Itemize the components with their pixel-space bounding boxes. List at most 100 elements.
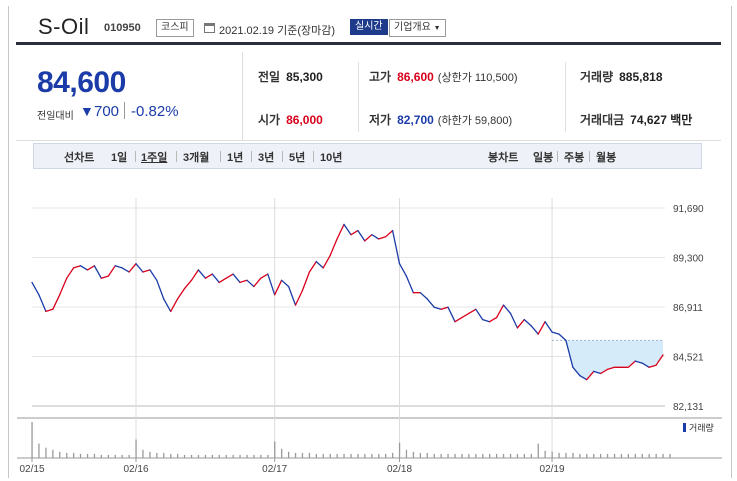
tab-5y[interactable]: 5년 <box>289 152 306 164</box>
price-line-segment <box>142 269 151 273</box>
volume-bar <box>412 451 415 458</box>
volume-bar <box>45 447 47 458</box>
volume-bar <box>537 443 539 458</box>
volume-bar <box>662 453 664 458</box>
volume-bar <box>516 453 519 458</box>
tab-3y[interactable]: 3년 <box>258 152 275 164</box>
price-line-segment <box>655 354 664 366</box>
price-line-segment <box>239 279 248 284</box>
volume-bar <box>114 454 116 458</box>
low-label: 저가 <box>369 113 392 127</box>
price-line-segment <box>357 229 366 242</box>
price-line-segment <box>579 374 588 381</box>
volume-cell: 거래량 885,818 <box>580 68 663 85</box>
volume-bar <box>378 453 380 458</box>
price-line-segment <box>294 289 304 306</box>
realtime-button[interactable]: 실시간 <box>350 19 388 35</box>
price-line-segment <box>176 287 186 300</box>
tab-1y[interactable]: 1년 <box>227 152 244 164</box>
volume-bar <box>655 453 657 458</box>
volume-bar <box>620 453 623 458</box>
stock-code: 010950 <box>104 22 141 34</box>
volume-bar <box>149 451 151 458</box>
price-line-segment <box>419 292 428 300</box>
change-percent: -0.82% <box>131 103 179 120</box>
company-info-dropdown[interactable]: 기업개요 ▼ <box>389 19 446 37</box>
divider <box>313 151 314 162</box>
volume-bar <box>593 453 595 458</box>
volume-bar <box>190 454 193 458</box>
amount-value: 74,627 백만 <box>630 113 693 127</box>
tab-1w[interactable]: 1주일 <box>141 152 168 164</box>
price-line-segment <box>523 318 532 327</box>
volume-bar <box>579 453 581 458</box>
volume-bar <box>38 443 40 458</box>
volume-bar <box>371 453 373 458</box>
period-selector: 선차트 1일 1주일 3개월 1년 3년 5년 10년 봉차트 일봉 주봉 월봉 <box>33 143 702 169</box>
change-value: 700 <box>94 103 120 120</box>
tab-daily[interactable]: 일봉 <box>533 152 554 164</box>
price-line-segment <box>447 306 456 323</box>
price-line-segment <box>135 263 144 273</box>
price-line-segment <box>274 279 283 296</box>
divider <box>242 52 243 140</box>
price-line-segment <box>606 366 616 371</box>
price-line-segment <box>516 318 525 329</box>
price-line-segment <box>558 333 567 342</box>
divider <box>282 151 283 162</box>
price-line-segment <box>211 273 220 284</box>
price-line-segment <box>454 316 463 323</box>
price-line-segment <box>502 304 512 315</box>
amount-cell: 거래대금 74,627 백만 <box>580 111 692 128</box>
volume-bar <box>121 454 123 458</box>
tab-3m[interactable]: 3개월 <box>183 152 210 164</box>
volume-bar <box>613 453 616 458</box>
candle-chart-label: 봉차트 <box>488 152 519 164</box>
volume-bar <box>606 453 609 458</box>
tab-monthly[interactable]: 월봉 <box>596 152 617 164</box>
volume-bar <box>86 453 89 458</box>
price-line-segment <box>170 298 179 313</box>
volume-bar <box>239 454 241 458</box>
y-tick-label: 89,300 <box>673 254 704 265</box>
volume-bar <box>308 452 311 458</box>
upper-limit: (상한가 110,500) <box>437 72 518 84</box>
price-line-segment <box>163 298 172 313</box>
price-line-segment <box>149 269 158 281</box>
price-line-segment <box>59 277 68 296</box>
price-line-segment <box>190 269 200 281</box>
volume-bar <box>197 454 200 458</box>
volume-bar <box>170 453 172 458</box>
price-line-segment <box>336 223 345 240</box>
below-reference-fill <box>552 340 663 380</box>
tab-10y[interactable]: 10년 <box>320 152 343 164</box>
divider <box>124 102 125 119</box>
price-line-segment <box>45 308 54 313</box>
price-line-segment <box>537 321 546 335</box>
price-summary <box>16 52 721 141</box>
price-line-segment <box>391 229 401 265</box>
price-line-segment <box>107 265 116 277</box>
chart-fill <box>552 339 663 380</box>
price-line-segment <box>66 267 75 279</box>
price-line-segment <box>156 279 165 300</box>
price-line-segment <box>641 362 650 368</box>
volume-bar <box>482 453 484 458</box>
volume-legend: 거래량 <box>683 422 714 433</box>
price-line-segment <box>280 279 290 288</box>
tab-1d[interactable]: 1일 <box>111 152 128 164</box>
price-line-segment <box>52 294 61 310</box>
price-line-segment <box>79 265 89 271</box>
current-price: 84,600 <box>37 66 126 99</box>
header-bar: S-Oil 010950 코스피 2021.02.19 기준(장마감) 실시간 … <box>16 14 721 45</box>
price-line-segment <box>253 277 262 288</box>
price-line-segment <box>267 273 276 296</box>
volume-bar <box>496 453 498 458</box>
volume-bar <box>364 453 366 458</box>
tab-weekly[interactable]: 주봉 <box>564 152 585 164</box>
price-line-segment <box>225 273 234 279</box>
volume-bar <box>398 442 401 458</box>
volume-bar <box>385 453 387 458</box>
volume-bar <box>100 454 102 458</box>
base-date: 2021.02.19 기준(장마감) <box>219 25 336 37</box>
